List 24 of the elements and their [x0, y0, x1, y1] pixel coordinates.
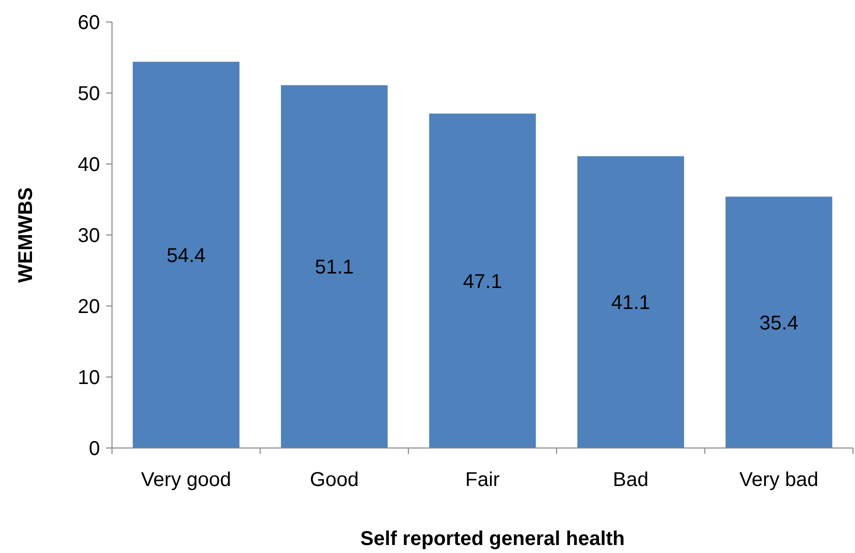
data-label: 47.1 — [463, 270, 502, 293]
x-tick-label: Good — [310, 469, 359, 491]
data-label: 35.4 — [759, 312, 798, 334]
y-tick-label: 30 — [78, 225, 100, 247]
y-tick-label: 0 — [88, 438, 100, 460]
x-tick-label: Bad — [612, 469, 648, 491]
y-axis-title: WEMWBS — [15, 187, 37, 283]
data-label: 51.1 — [314, 256, 354, 279]
data-label: 54.4 — [166, 244, 206, 267]
x-tick-label: Fair — [465, 469, 500, 491]
bar — [726, 196, 832, 448]
x-tick-label: Very bad — [739, 469, 818, 491]
y-tick-label: 40 — [78, 154, 100, 176]
x-tick-label: Very good — [141, 469, 232, 491]
bar — [429, 114, 536, 448]
bar — [280, 85, 388, 448]
data-label: 41.1 — [611, 292, 650, 314]
y-tick-label: 10 — [78, 367, 100, 389]
y-tick-label: 20 — [78, 296, 100, 318]
y-tick-label: 60 — [78, 12, 100, 34]
x-axis-title: Self reported general health — [360, 528, 625, 550]
bar — [132, 62, 240, 448]
bar — [577, 156, 684, 448]
y-tick-label: 50 — [78, 83, 100, 105]
